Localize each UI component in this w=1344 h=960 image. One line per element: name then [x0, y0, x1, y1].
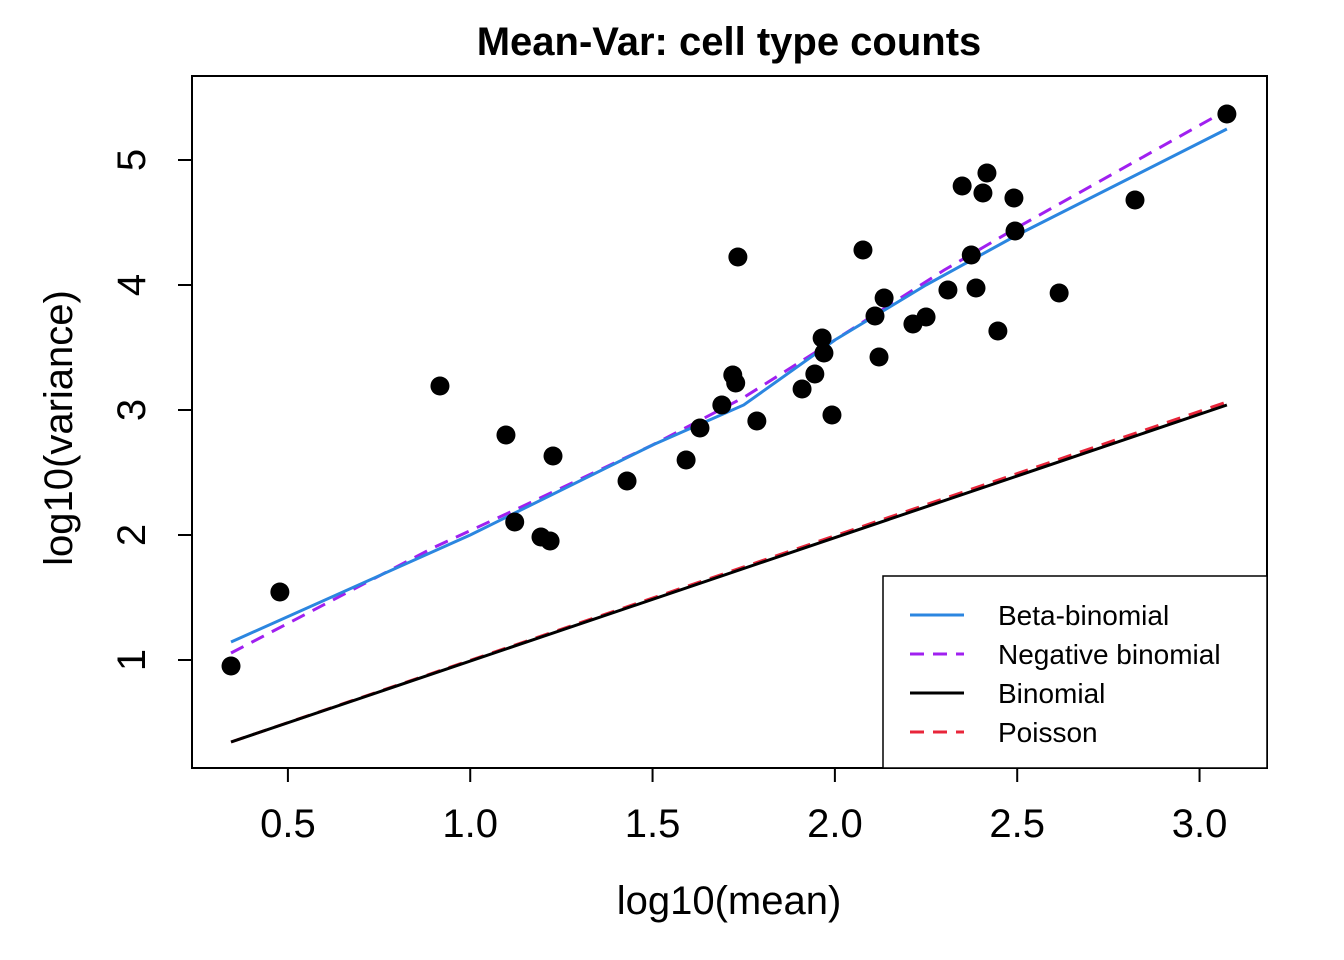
x-axis-label: log10(mean) [617, 879, 842, 923]
data-point [1125, 190, 1145, 210]
series-line-negative-binomial [230, 108, 1228, 655]
data-point [1217, 104, 1237, 124]
data-point [712, 395, 732, 415]
legend-label: Beta-binomial [998, 600, 1169, 631]
legend-label: Poisson [998, 717, 1098, 748]
data-point [726, 373, 746, 393]
data-point [728, 247, 748, 267]
data-point [747, 411, 767, 431]
legend: Beta-binomial Negative binomial Binomial Po… [882, 575, 1268, 769]
data-point [853, 240, 873, 260]
y-tick-label: 5 [110, 149, 154, 171]
series-line-beta-binomial [230, 127, 1228, 644]
x-tick-label: 0.5 [260, 802, 316, 846]
data-point [805, 364, 825, 384]
data-point [505, 512, 525, 532]
y-axis-label: log10(variance) [37, 290, 81, 566]
data-point [822, 405, 842, 425]
data-point [1005, 221, 1025, 241]
series-line-binomial [230, 403, 1228, 744]
y-tick-label: 1 [110, 649, 154, 671]
data-point [916, 307, 936, 327]
data-point [690, 418, 710, 438]
data-point [543, 446, 563, 466]
data-point [270, 582, 290, 602]
legend-label: Negative binomial [998, 639, 1221, 670]
data-point [865, 306, 885, 326]
data-point [617, 471, 637, 491]
x-tick-label: 2.0 [807, 802, 863, 846]
data-point [812, 328, 832, 348]
data-point [874, 288, 894, 308]
data-point [952, 176, 972, 196]
chart-title: Mean-Var: cell type counts [477, 20, 982, 64]
data-point [221, 656, 241, 676]
data-point [938, 280, 958, 300]
series-line-poisson [230, 400, 1228, 744]
data-point [676, 450, 696, 470]
data-point [1049, 283, 1069, 303]
legend-box [882, 575, 1268, 769]
data-point [961, 245, 981, 265]
data-point [496, 425, 516, 445]
x-tick-label: 1.5 [625, 802, 681, 846]
x-tick-label: 3.0 [1172, 802, 1228, 846]
data-point [977, 163, 997, 183]
y-tick-label: 2 [110, 524, 154, 546]
data-point [966, 278, 986, 298]
series-lines [230, 108, 1228, 744]
data-point [792, 379, 812, 399]
data-point [973, 183, 993, 203]
y-tick-label: 3 [110, 399, 154, 421]
x-tick-label: 1.0 [442, 802, 498, 846]
y-tick-label: 4 [110, 274, 154, 296]
legend-label: Binomial [998, 678, 1105, 709]
data-point [430, 376, 450, 396]
data-point [814, 343, 834, 363]
x-tick-label: 2.5 [989, 802, 1045, 846]
data-point [540, 531, 560, 551]
data-point [988, 321, 1008, 341]
x-axis: 0.5 1.0 1.5 2.0 2.5 3.0 [260, 767, 1228, 846]
y-axis: 1 2 3 4 5 [110, 149, 193, 671]
data-point [869, 347, 889, 367]
data-point [1004, 188, 1024, 208]
data-points [221, 104, 1237, 676]
